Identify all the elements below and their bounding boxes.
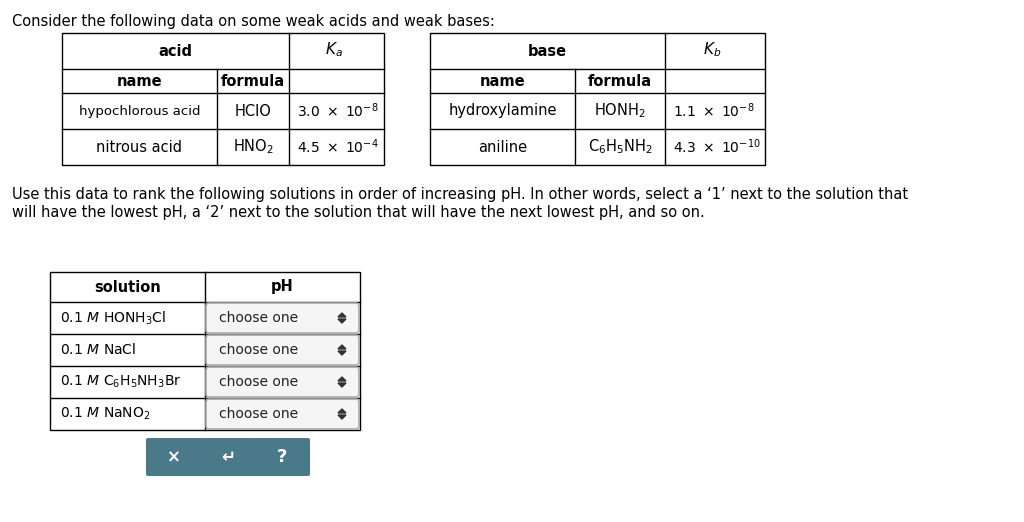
FancyBboxPatch shape xyxy=(206,367,359,397)
Text: $3.0\ \times\ 10^{-8}$: $3.0\ \times\ 10^{-8}$ xyxy=(297,102,379,120)
Text: $\mathrm{HONH_2}$: $\mathrm{HONH_2}$ xyxy=(594,102,646,121)
Text: Use this data to rank the following solutions in order of increasing pH. In othe: Use this data to rank the following solu… xyxy=(12,187,908,202)
Text: $0.1\ \mathit{M}\ \mathrm{HONH_3Cl}$: $0.1\ \mathit{M}\ \mathrm{HONH_3Cl}$ xyxy=(60,310,166,327)
Text: $1.1\ \times\ 10^{-8}$: $1.1\ \times\ 10^{-8}$ xyxy=(673,102,755,120)
Polygon shape xyxy=(338,409,346,413)
Polygon shape xyxy=(338,351,346,355)
Text: $0.1\ \mathit{M}\ \mathrm{C_6H_5NH_3Br}$: $0.1\ \mathit{M}\ \mathrm{C_6H_5NH_3Br}$ xyxy=(60,374,181,390)
Text: ↵: ↵ xyxy=(221,448,234,466)
Text: HClO: HClO xyxy=(234,103,271,118)
Text: solution: solution xyxy=(94,279,161,294)
Text: ×: × xyxy=(167,448,181,466)
Bar xyxy=(62,33,384,165)
FancyBboxPatch shape xyxy=(146,438,202,476)
Text: nitrous acid: nitrous acid xyxy=(96,139,182,155)
Text: pH: pH xyxy=(271,279,294,294)
FancyBboxPatch shape xyxy=(200,438,256,476)
Text: $0.1\ \mathit{M}\ \mathrm{NaCl}$: $0.1\ \mathit{M}\ \mathrm{NaCl}$ xyxy=(60,342,136,358)
FancyBboxPatch shape xyxy=(206,399,359,429)
Text: $\mathrm{C_6H_5NH_2}$: $\mathrm{C_6H_5NH_2}$ xyxy=(588,138,652,157)
Polygon shape xyxy=(338,345,346,349)
Text: $4.3\ \times\ 10^{-10}$: $4.3\ \times\ 10^{-10}$ xyxy=(673,138,761,156)
FancyBboxPatch shape xyxy=(206,335,359,365)
Text: formula: formula xyxy=(221,74,285,89)
Text: aniline: aniline xyxy=(478,139,527,155)
Text: $4.5\ \times\ 10^{-4}$: $4.5\ \times\ 10^{-4}$ xyxy=(297,138,379,156)
Polygon shape xyxy=(338,415,346,419)
FancyBboxPatch shape xyxy=(254,438,310,476)
Text: $\mathrm{HNO_2}$: $\mathrm{HNO_2}$ xyxy=(232,138,273,157)
Text: $0.1\ \mathit{M}\ \mathrm{NaNO_2}$: $0.1\ \mathit{M}\ \mathrm{NaNO_2}$ xyxy=(60,406,151,422)
Polygon shape xyxy=(338,383,346,387)
Bar xyxy=(50,272,360,430)
Text: choose one: choose one xyxy=(219,311,298,325)
Text: name: name xyxy=(479,74,525,89)
Text: will have the lowest pH, a ‘2’ next to the solution that will have the next lowe: will have the lowest pH, a ‘2’ next to t… xyxy=(12,205,705,220)
Polygon shape xyxy=(338,313,346,317)
Text: choose one: choose one xyxy=(219,375,298,389)
Text: formula: formula xyxy=(588,74,652,89)
Bar xyxy=(430,33,765,165)
Text: acid: acid xyxy=(159,43,193,58)
Text: $K_b$: $K_b$ xyxy=(702,41,721,60)
Text: base: base xyxy=(528,43,567,58)
Text: hypochlorous acid: hypochlorous acid xyxy=(79,104,201,117)
Text: hydroxylamine: hydroxylamine xyxy=(449,103,557,118)
Text: name: name xyxy=(117,74,163,89)
FancyBboxPatch shape xyxy=(206,303,359,333)
Polygon shape xyxy=(338,319,346,323)
Text: choose one: choose one xyxy=(219,407,298,421)
Polygon shape xyxy=(338,377,346,381)
Text: Consider the following data on some weak acids and weak bases:: Consider the following data on some weak… xyxy=(12,14,495,29)
Text: choose one: choose one xyxy=(219,343,298,357)
Text: $K_a$: $K_a$ xyxy=(325,41,342,60)
Text: ?: ? xyxy=(276,448,287,466)
